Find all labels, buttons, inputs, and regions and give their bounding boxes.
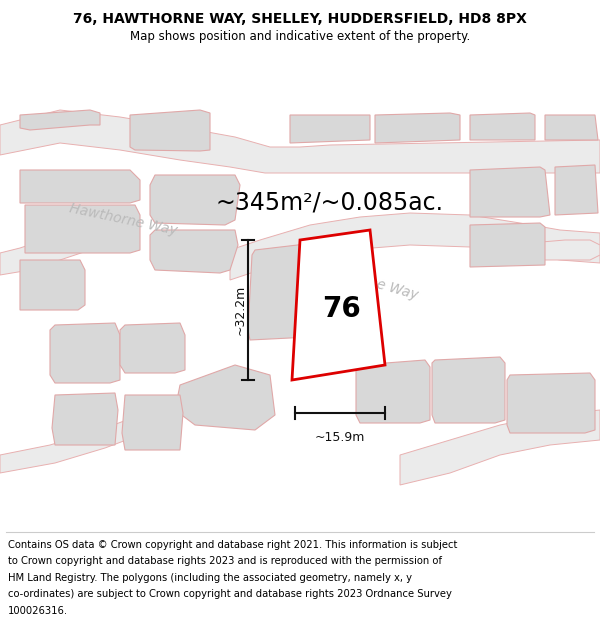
Polygon shape [248, 240, 360, 340]
Polygon shape [545, 115, 598, 140]
Polygon shape [20, 260, 85, 310]
Polygon shape [52, 393, 118, 445]
Text: Hawthorne Way: Hawthorne Way [68, 202, 179, 238]
Polygon shape [50, 323, 120, 383]
Polygon shape [120, 323, 185, 373]
Polygon shape [432, 357, 505, 423]
Text: ~15.9m: ~15.9m [315, 431, 365, 444]
Text: 76, HAWTHORNE WAY, SHELLEY, HUDDERSFIELD, HD8 8PX: 76, HAWTHORNE WAY, SHELLEY, HUDDERSFIELD… [73, 12, 527, 26]
Polygon shape [25, 205, 140, 253]
Polygon shape [530, 240, 600, 260]
Polygon shape [292, 230, 385, 380]
Polygon shape [122, 395, 183, 450]
Polygon shape [20, 110, 100, 130]
Text: to Crown copyright and database rights 2023 and is reproduced with the permissio: to Crown copyright and database rights 2… [8, 556, 442, 566]
Polygon shape [356, 360, 430, 423]
Text: Contains OS data © Crown copyright and database right 2021. This information is : Contains OS data © Crown copyright and d… [8, 539, 457, 549]
Polygon shape [400, 410, 600, 485]
Text: co-ordinates) are subject to Crown copyright and database rights 2023 Ordnance S: co-ordinates) are subject to Crown copyr… [8, 589, 452, 599]
Polygon shape [470, 167, 550, 217]
Polygon shape [0, 110, 600, 173]
Polygon shape [470, 113, 535, 140]
Polygon shape [0, 230, 90, 275]
Text: ~345m²/~0.085ac.: ~345m²/~0.085ac. [215, 191, 443, 215]
Text: Map shows position and indicative extent of the property.: Map shows position and indicative extent… [130, 30, 470, 43]
Polygon shape [175, 365, 275, 430]
Polygon shape [20, 170, 140, 203]
Polygon shape [290, 115, 370, 143]
Polygon shape [130, 110, 210, 151]
Polygon shape [150, 230, 238, 273]
Polygon shape [150, 175, 240, 225]
Text: 100026316.: 100026316. [8, 606, 68, 616]
Polygon shape [470, 223, 545, 267]
Polygon shape [375, 113, 460, 143]
Text: Hawthorne Way: Hawthorne Way [310, 258, 420, 302]
Polygon shape [555, 165, 598, 215]
Text: HM Land Registry. The polygons (including the associated geometry, namely x, y: HM Land Registry. The polygons (includin… [8, 572, 412, 582]
Text: 76: 76 [322, 295, 361, 322]
Polygon shape [0, 405, 165, 473]
Polygon shape [507, 373, 595, 433]
Polygon shape [230, 213, 600, 280]
Text: ~32.2m: ~32.2m [233, 285, 247, 335]
